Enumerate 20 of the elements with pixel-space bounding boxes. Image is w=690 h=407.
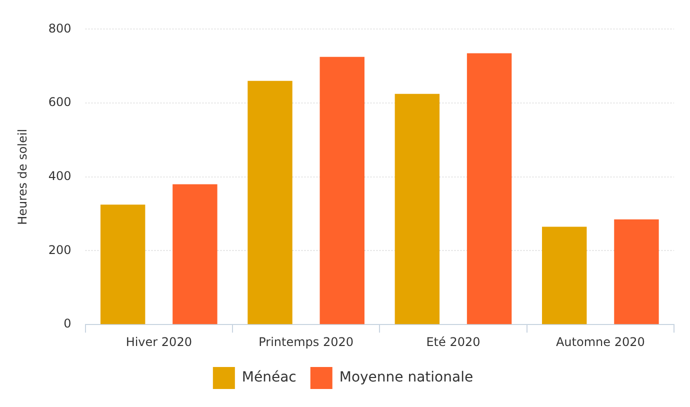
bar: [614, 219, 659, 324]
bar: [248, 80, 292, 324]
x-tick-label: Eté 2020: [426, 334, 480, 349]
y-tick-label: 0: [64, 316, 72, 331]
legend-label: Moyenne nationale: [339, 370, 474, 386]
y-tick-label: 400: [48, 169, 72, 184]
y-tick-label: 600: [48, 95, 72, 110]
y-tick-label: 200: [48, 242, 72, 257]
bar: [542, 226, 587, 324]
bar: [394, 94, 440, 324]
x-tick-label: Printemps 2020: [258, 334, 354, 349]
bar: [100, 204, 146, 324]
legend-label: Ménéac: [242, 370, 296, 386]
y-axis-title: Heures de soleil: [15, 128, 30, 225]
y-tick-label: 800: [48, 21, 72, 36]
bar: [466, 53, 512, 324]
bar: [320, 56, 364, 324]
x-tick-label: Hiver 2020: [126, 334, 192, 349]
x-tick-label: Automne 2020: [556, 334, 645, 349]
bar: [172, 184, 218, 324]
